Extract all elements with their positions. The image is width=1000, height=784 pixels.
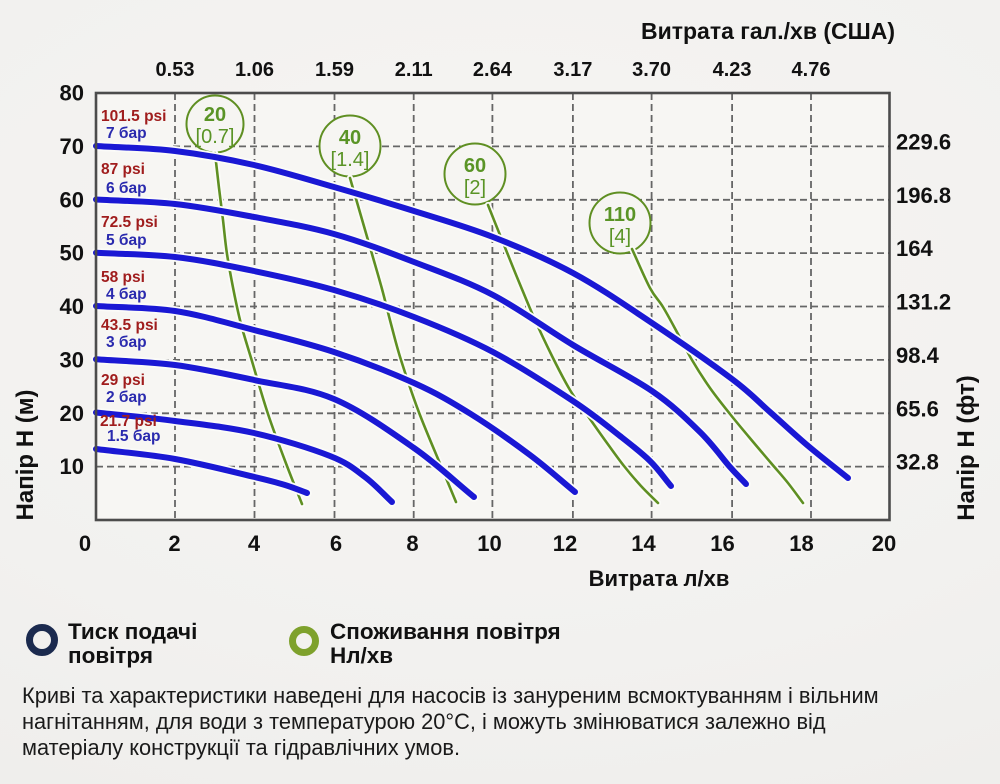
svg-text:65.6: 65.6	[896, 396, 939, 421]
svg-text:16: 16	[710, 531, 734, 556]
svg-text:матеріалу конструкції та гідра: матеріалу конструкції та гідравлічних ум…	[22, 735, 460, 760]
svg-text:40: 40	[60, 294, 84, 319]
svg-text:Напір Н (фт): Напір Н (фт)	[953, 375, 980, 521]
svg-text:6: 6	[330, 531, 342, 556]
svg-text:[0.7]: [0.7]	[196, 126, 235, 148]
svg-text:131.2: 131.2	[896, 290, 951, 315]
svg-text:5 бар: 5 бар	[106, 232, 147, 249]
svg-text:Витрата гал./хв (США): Витрата гал./хв (США)	[641, 18, 895, 44]
svg-text:[1.4]: [1.4]	[331, 149, 370, 171]
svg-text:Витрата л/хв: Витрата л/хв	[589, 566, 730, 591]
svg-text:50: 50	[60, 241, 84, 266]
svg-text:70: 70	[60, 134, 84, 159]
svg-text:4 бар: 4 бар	[106, 286, 147, 303]
svg-text:4: 4	[248, 531, 261, 556]
svg-text:21.7 psi: 21.7 psi	[100, 413, 157, 430]
svg-text:0: 0	[79, 531, 91, 556]
svg-text:80: 80	[60, 81, 84, 106]
svg-text:40: 40	[339, 127, 361, 149]
svg-text:58 psi: 58 psi	[101, 269, 145, 286]
svg-text:98.4: 98.4	[896, 343, 940, 368]
svg-text:87 psi: 87 psi	[101, 161, 145, 178]
svg-text:3 бар: 3 бар	[106, 334, 147, 351]
svg-text:3.70: 3.70	[632, 59, 671, 81]
svg-text:нагнітанням, для води з темпер: нагнітанням, для води з температурою 20°…	[22, 709, 826, 734]
svg-text:20: 20	[204, 104, 226, 126]
svg-text:20: 20	[872, 531, 896, 556]
svg-text:2 бар: 2 бар	[106, 389, 147, 406]
svg-text:60: 60	[60, 187, 84, 212]
svg-text:2: 2	[168, 531, 180, 556]
svg-text:1.59: 1.59	[315, 59, 354, 81]
svg-text:72.5 psi: 72.5 psi	[101, 214, 158, 231]
svg-text:110: 110	[604, 204, 636, 226]
svg-text:12: 12	[553, 531, 577, 556]
svg-text:14: 14	[631, 531, 656, 556]
svg-text:18: 18	[789, 531, 813, 556]
svg-text:3.17: 3.17	[553, 59, 592, 81]
svg-text:Споживання повітря: Споживання повітря	[330, 619, 561, 644]
svg-text:20: 20	[60, 401, 84, 426]
svg-text:10: 10	[477, 531, 501, 556]
svg-text:2.64: 2.64	[473, 59, 513, 81]
svg-text:10: 10	[60, 454, 84, 479]
svg-text:Напір H (м): Напір H (м)	[12, 390, 39, 521]
svg-text:повітря: повітря	[68, 643, 153, 668]
svg-text:229.6: 229.6	[896, 129, 951, 154]
svg-text:[2]: [2]	[464, 177, 486, 199]
svg-text:6 бар: 6 бар	[106, 180, 147, 197]
svg-text:101.5 psi: 101.5 psi	[101, 108, 167, 125]
svg-text:43.5 psi: 43.5 psi	[101, 317, 158, 334]
svg-text:Нл/хв: Нл/хв	[330, 643, 393, 668]
svg-text:Криві та характеристики наведе: Криві та характеристики наведені для нас…	[22, 683, 879, 708]
svg-text:8: 8	[406, 531, 418, 556]
svg-text:196.8: 196.8	[896, 183, 951, 208]
svg-text:0.53: 0.53	[156, 59, 195, 81]
svg-text:1.06: 1.06	[235, 59, 274, 81]
svg-text:[4]: [4]	[609, 226, 631, 248]
svg-text:4.23: 4.23	[713, 59, 752, 81]
svg-text:1.5 бар: 1.5 бар	[107, 428, 161, 445]
svg-text:4.76: 4.76	[792, 59, 831, 81]
svg-text:29 psi: 29 psi	[101, 372, 145, 389]
svg-text:60: 60	[464, 155, 486, 177]
svg-text:164: 164	[896, 236, 933, 261]
svg-text:Тиск подачі: Тиск подачі	[68, 619, 197, 644]
svg-text:2.11: 2.11	[395, 59, 433, 81]
svg-text:30: 30	[60, 347, 84, 372]
svg-text:7 бар: 7 бар	[106, 125, 147, 142]
svg-text:32.8: 32.8	[896, 450, 939, 475]
